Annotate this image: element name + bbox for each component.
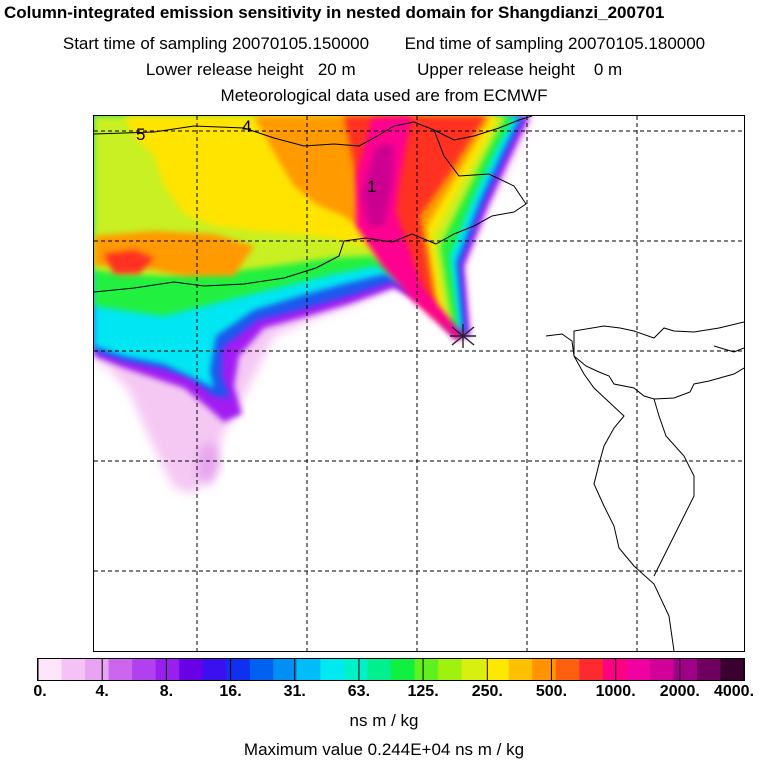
color-scale-tick-label: 1000. <box>595 683 636 700</box>
end-time-label: End time of sampling <box>404 34 564 53</box>
start-time-label: Start time of sampling <box>62 34 228 53</box>
contour-label-1: 1 <box>367 177 376 196</box>
release-heights: Lower release height 20 m Upper release … <box>0 60 768 80</box>
met-data-source: Meteorological data used are from ECMWF <box>220 86 548 105</box>
color-swatch <box>485 659 510 680</box>
color-scale-tick-label: 4. <box>95 683 109 700</box>
color-scale-border <box>37 658 745 681</box>
color-swatch <box>696 659 721 680</box>
color-scale-tick-label: 63. <box>347 683 371 700</box>
color-swatch <box>343 659 368 680</box>
color-swatch <box>602 659 627 680</box>
field-band-core <box>362 144 394 226</box>
color-scale-tick-label: 125. <box>407 683 439 700</box>
color-swatch <box>38 659 63 680</box>
color-swatch <box>296 659 321 680</box>
color-swatch <box>320 659 345 680</box>
color-swatch <box>649 659 674 680</box>
color-swatch <box>249 659 274 680</box>
coastline-korea-south <box>545 333 675 651</box>
coastline-peninsula-tip <box>713 345 744 353</box>
color-scale-tick-label: 500. <box>535 683 568 700</box>
start-time-value: 20070105.150000 <box>232 34 370 53</box>
unit-label: ns m / kg <box>349 711 419 730</box>
coastline-east <box>653 398 695 577</box>
end-time-value: 20070105.180000 <box>568 34 706 53</box>
field-tail <box>196 442 220 486</box>
color-scale-bar <box>37 658 745 681</box>
sensitivity-field <box>94 116 532 494</box>
contour-label-5: 5 <box>136 125 145 144</box>
coastline-north-bay <box>433 129 527 245</box>
color-scale-tick-label: 16. <box>219 683 242 700</box>
color-swatch <box>108 659 133 680</box>
upper-height-value: 0 m <box>593 60 623 79</box>
coastline-korea <box>573 321 744 400</box>
coastline-mainland <box>94 116 533 147</box>
color-swatch <box>461 659 486 680</box>
plot-title: Column-integrated emission sensitivity i… <box>4 3 665 22</box>
map-panel[interactable]: 5 4 1 <box>93 115 745 652</box>
color-swatch <box>391 659 416 680</box>
color-swatch <box>202 659 227 680</box>
color-scale-tick-label: 2000. <box>659 683 700 700</box>
lower-height-value: 20 m <box>317 60 356 79</box>
sampling-times: Start time of sampling 20070105.150000 E… <box>0 34 768 54</box>
color-scale-tick-label: 8. <box>159 683 174 700</box>
color-swatch <box>579 659 604 680</box>
color-swatch <box>673 659 698 680</box>
lat-lon-grid <box>94 116 744 651</box>
color-scale-tick-label: 31. <box>283 683 306 700</box>
color-swatch <box>438 659 463 680</box>
color-swatch <box>61 659 86 680</box>
lower-height-label: Lower release height <box>145 60 304 79</box>
color-swatch <box>367 659 392 680</box>
color-scale-tick-label: 250. <box>471 683 503 700</box>
color-swatch <box>226 659 251 680</box>
coastline-bohai <box>94 233 437 293</box>
color-swatch <box>414 659 439 680</box>
color-swatch <box>626 659 651 680</box>
upper-height-label: Upper release height <box>417 60 575 79</box>
sensitivity-map: 5 4 1 <box>94 116 744 651</box>
color-scale-tick-label: 4000. <box>713 683 755 700</box>
color-swatch <box>720 659 745 680</box>
color-swatch <box>155 659 180 680</box>
contour-label-4: 4 <box>242 117 251 136</box>
max-value-label: Maximum value 0.244E+04 ns m / kg <box>243 740 525 759</box>
color-swatch <box>85 659 110 680</box>
color-swatch <box>132 659 157 680</box>
color-swatch <box>532 659 557 680</box>
release-site-star <box>450 324 476 348</box>
color-scale-tick-label: 0. <box>33 683 47 700</box>
coastlines <box>94 116 744 651</box>
color-swatch <box>508 659 533 680</box>
color-swatch <box>555 659 580 680</box>
color-swatch <box>179 659 204 680</box>
color-swatch <box>273 659 298 680</box>
